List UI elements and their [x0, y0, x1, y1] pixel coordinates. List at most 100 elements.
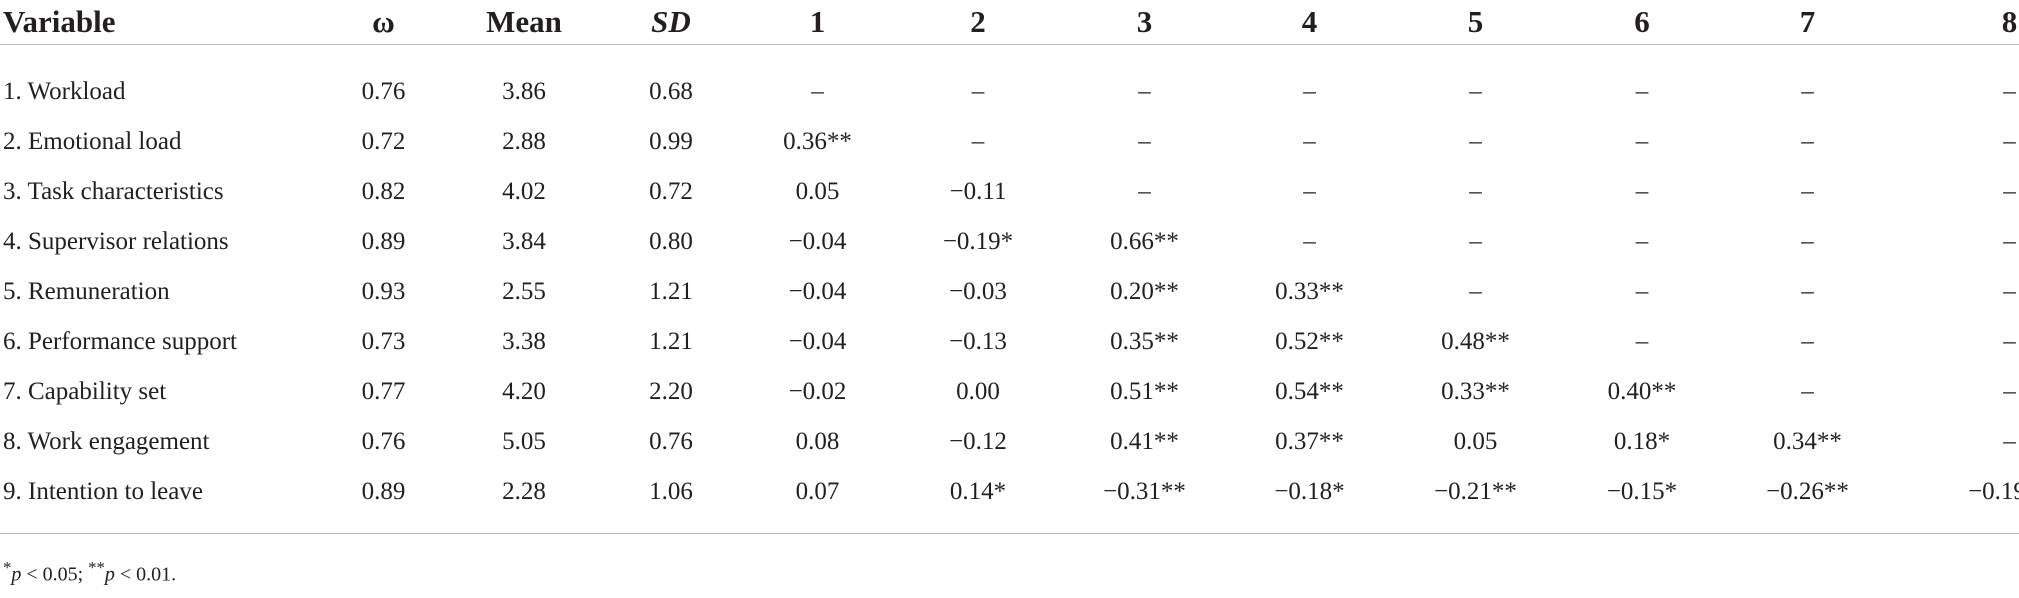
correlation-cell: −0.12 [949, 428, 1007, 455]
correlation-cell: – [1801, 328, 1814, 355]
omega-cell: 0.82 [361, 178, 406, 205]
correlation-cell: 0.54** [1275, 378, 1344, 405]
header-row: Variable ω Mean SD 1 2 3 4 5 6 7 8 [0, 0, 2019, 45]
omega-cell: 0.77 [361, 378, 406, 405]
correlation-cell: 0.00 [956, 378, 1000, 405]
table-row: 7. Capability set 0.77 4.20 2.20 −0.02 0.00 0.… [0, 367, 2019, 417]
correlation-cell: – [1469, 78, 1482, 105]
correlation-cell: – [2003, 428, 2016, 455]
table-header: Variable ω Mean SD 1 2 3 4 5 6 7 8 [0, 0, 2019, 45]
header-col-6: 6 [1569, 0, 1715, 45]
correlation-cell: – [1635, 128, 1649, 155]
correlation-cell: −0.03 [949, 278, 1007, 305]
variable-name-cell: 3. Task characteristics [3, 178, 224, 205]
correlation-cell: – [1138, 178, 1151, 205]
correlation-cell: – [2003, 328, 2016, 355]
correlation-cell: 0.51** [1110, 378, 1179, 405]
correlation-cell: – [1469, 128, 1482, 155]
footnote-text: < 0.01. [114, 563, 177, 586]
correlation-cell: 0.05 [1453, 428, 1498, 455]
correlation-cell: – [1635, 228, 1649, 255]
mean-cell: 4.20 [502, 378, 546, 405]
header-col-1: 1 [731, 0, 904, 45]
correlation-cell: – [1801, 128, 1814, 155]
correlation-table: Variable ω Mean SD 1 2 3 4 5 6 7 8 1. Wo… [0, 0, 2019, 534]
footnote-star-single: * [3, 558, 12, 577]
correlation-cell: – [971, 78, 985, 105]
correlation-cell: 0.33** [1441, 378, 1510, 405]
correlation-cell: −0.26** [1715, 467, 1900, 534]
footnote-p-symbol: p [11, 563, 22, 586]
correlation-cell: – [2003, 228, 2016, 255]
sd-cell: 0.80 [649, 228, 693, 255]
correlation-cell: 0.05 [795, 178, 840, 205]
variable-name-cell: 1. Workload [3, 78, 126, 105]
correlation-cell: −0.02 [788, 378, 847, 405]
header-sd: SD [611, 0, 731, 45]
header-col-3: 3 [1052, 0, 1237, 45]
correlation-cell: – [2003, 278, 2016, 305]
correlation-cell: 0.33** [1275, 278, 1344, 305]
correlation-cell: – [1635, 178, 1649, 205]
correlation-cell: −0.11 [949, 178, 1007, 205]
table-row: 1. Workload 0.76 3.86 0.68 – – – – – – – – [0, 45, 2019, 118]
omega-cell: 0.89 [361, 228, 406, 255]
correlation-cell: – [1303, 78, 1316, 105]
table-row: 6. Performance support 0.73 3.38 1.21 −0.04 −… [0, 317, 2019, 367]
correlation-cell: – [1469, 178, 1482, 205]
correlation-cell: – [811, 78, 824, 105]
mean-cell: 3.86 [502, 78, 546, 105]
header-col-5: 5 [1382, 0, 1569, 45]
correlation-cell: −0.04 [788, 328, 847, 355]
correlation-cell: −0.04 [788, 228, 847, 255]
correlation-cell: 0.37** [1275, 428, 1344, 455]
sd-cell: 0.72 [649, 178, 693, 205]
correlation-cell: – [1801, 78, 1814, 105]
correlation-cell: 0.36** [783, 128, 852, 155]
variable-name-cell: 8. Work engagement [3, 428, 210, 455]
correlation-cell: −0.18* [1237, 467, 1382, 534]
table-body: 1. Workload 0.76 3.86 0.68– – – – – – – –2. Emotio… [0, 45, 2019, 534]
correlation-cell: 0.08 [795, 428, 840, 455]
correlation-cell: – [1801, 228, 1814, 255]
sd-cell: 1.21 [649, 328, 693, 355]
correlation-cell: – [2003, 178, 2016, 205]
omega-cell: 0.76 [361, 428, 406, 455]
header-col-7: 7 [1715, 0, 1900, 45]
sd-cell: 0.76 [649, 428, 693, 455]
correlation-cell: – [1303, 178, 1316, 205]
sd-cell: 0.99 [649, 128, 693, 155]
header-omega: ω [330, 0, 437, 45]
correlation-cell: −0.13 [949, 328, 1007, 355]
correlation-cell: – [1635, 328, 1649, 355]
sd-cell: 1.06 [611, 467, 731, 534]
correlation-cell: 0.07 [731, 467, 904, 534]
footnote-text: < 0.05; [21, 563, 89, 586]
mean-cell: 3.84 [502, 228, 546, 255]
variable-name-cell: 6. Performance support [3, 328, 237, 355]
correlation-cell: 0.14* [904, 467, 1052, 534]
header-mean: Mean [437, 0, 611, 45]
mean-cell: 2.88 [502, 128, 546, 155]
table-row: 9. Intention to leave 0.89 2.28 1.06 0.07 0.1… [0, 467, 2019, 534]
sd-cell: 0.68 [649, 78, 693, 105]
correlation-cell: −0.21** [1382, 467, 1569, 534]
correlation-cell: – [2003, 78, 2016, 105]
header-col-8: 8 [1900, 0, 2019, 45]
omega-cell: 0.89 [330, 467, 437, 534]
correlation-cell: −0.04 [788, 278, 847, 305]
correlation-cell: 0.34** [1773, 428, 1842, 455]
correlation-cell: −0.19* [942, 228, 1014, 255]
mean-cell: 4.02 [502, 178, 546, 205]
correlation-cell: 0.35** [1110, 328, 1179, 355]
variable-name-cell: 7. Capability set [3, 378, 167, 405]
correlation-cell: 0.41** [1110, 428, 1179, 455]
correlation-cell: 0.48** [1441, 328, 1510, 355]
variable-name-cell: 4. Supervisor relations [3, 228, 229, 255]
mean-cell: 5.05 [502, 428, 546, 455]
header-col-4: 4 [1237, 0, 1382, 45]
header-variable: Variable [0, 0, 330, 45]
omega-cell: 0.76 [361, 78, 406, 105]
footnote-p-symbol: p [104, 563, 115, 586]
